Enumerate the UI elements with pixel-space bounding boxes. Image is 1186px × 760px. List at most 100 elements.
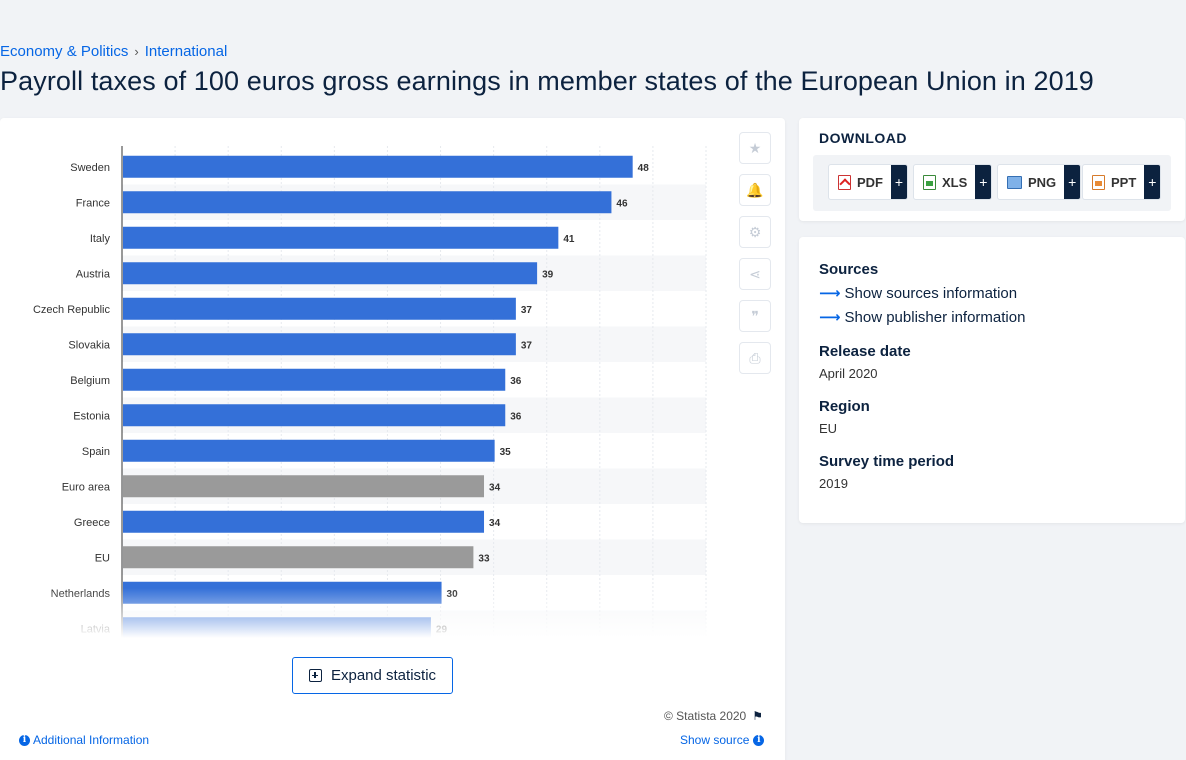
value-label: 33 xyxy=(478,553,490,564)
download-pdf-button[interactable]: PDF + xyxy=(828,164,908,200)
value-label: 48 xyxy=(638,163,650,174)
additional-information-link[interactable]: i Additional Information xyxy=(19,733,149,747)
bar xyxy=(123,475,485,498)
bar xyxy=(123,510,485,533)
additional-information-label: Additional Information xyxy=(33,733,150,747)
download-png-button[interactable]: PNG + xyxy=(997,164,1082,200)
download-buttons: PDF + XLS + PNG + PPT + xyxy=(813,155,1171,211)
value-label: 34 xyxy=(489,518,501,529)
value-label: 30 xyxy=(447,589,459,600)
category-label: Sweden xyxy=(70,162,110,174)
category-label: Spain xyxy=(82,446,110,458)
sources-heading: Sources xyxy=(819,261,879,278)
gear-icon[interactable]: ⚙ xyxy=(739,216,771,248)
print-icon[interactable]: ⎙ xyxy=(739,342,771,374)
category-label: Czech Republic xyxy=(33,304,111,316)
bar xyxy=(123,617,431,638)
release-date-heading: Release date xyxy=(819,343,911,360)
bar xyxy=(123,404,506,427)
plus-icon: + xyxy=(1144,165,1161,199)
category-label: Austria xyxy=(76,268,111,280)
release-date-value: April 2020 xyxy=(819,366,878,381)
category-label: EU xyxy=(95,552,110,564)
download-title: DOWNLOAD xyxy=(819,130,907,146)
info-icon: i xyxy=(19,734,30,746)
bar xyxy=(123,333,516,356)
value-label: 37 xyxy=(521,340,533,351)
expand-statistic-label: Expand statistic xyxy=(330,667,437,684)
flag-icon[interactable]: ⚑ xyxy=(752,709,763,723)
download-png-label: PNG xyxy=(1028,174,1057,190)
breadcrumb: Economy & Politics › International xyxy=(0,43,227,60)
region-heading: Region xyxy=(819,398,870,415)
expand-icon xyxy=(308,669,322,682)
category-label: France xyxy=(76,197,110,209)
quote-icon[interactable]: ❞ xyxy=(739,300,771,332)
download-ppt-button[interactable]: PPT + xyxy=(1082,164,1162,200)
value-label: 35 xyxy=(500,447,512,458)
page-title: Payroll taxes of 100 euros gross earning… xyxy=(0,66,1094,96)
category-label: Latvia xyxy=(81,623,111,635)
copyright: © Statista 2020 ⚑ xyxy=(664,709,763,723)
survey-period-value: 2019 xyxy=(819,476,848,491)
breadcrumb-international[interactable]: International xyxy=(144,43,228,60)
category-label: Belgium xyxy=(70,375,110,387)
show-sources-label: Show sources information xyxy=(844,284,1018,302)
bar xyxy=(123,262,538,285)
download-xls-button[interactable]: XLS + xyxy=(913,164,993,200)
value-label: 34 xyxy=(489,482,501,493)
value-label: 36 xyxy=(510,376,522,387)
bar xyxy=(123,297,516,320)
value-label: 41 xyxy=(563,234,575,245)
region-value: EU xyxy=(819,421,838,436)
download-xls-label: XLS xyxy=(942,174,968,190)
category-label: Estonia xyxy=(73,410,111,422)
png-file-icon xyxy=(1007,175,1022,189)
arrow-right-icon: ⟶ xyxy=(819,285,841,302)
bar xyxy=(123,155,633,178)
share-icon[interactable]: ⋖ xyxy=(739,258,771,290)
bar xyxy=(123,581,442,604)
category-label: Netherlands xyxy=(51,588,111,600)
star-icon[interactable]: ★ xyxy=(739,132,771,164)
value-label: 46 xyxy=(616,198,628,209)
bar xyxy=(123,546,474,569)
ppt-file-icon xyxy=(1092,174,1105,190)
info-icon: i xyxy=(753,734,765,746)
download-ppt-label: PPT xyxy=(1111,174,1137,190)
plus-icon: + xyxy=(975,165,992,199)
top-bar xyxy=(0,0,1186,38)
category-label: Euro area xyxy=(62,481,111,493)
survey-period-heading: Survey time period xyxy=(819,453,955,470)
value-label: 29 xyxy=(436,624,448,635)
bar xyxy=(123,439,495,462)
show-publisher-link[interactable]: ⟶ Show publisher information xyxy=(819,308,1026,327)
category-label: Slovakia xyxy=(68,339,110,351)
bar xyxy=(123,191,612,214)
show-publisher-label: Show publisher information xyxy=(844,308,1026,326)
plus-icon: + xyxy=(1064,165,1081,199)
chart-card: Sweden 48 France 46 Italy 41 Austria 39 Czech Re… xyxy=(0,118,785,760)
plus-icon: + xyxy=(891,165,907,199)
bar xyxy=(123,368,506,391)
xls-file-icon xyxy=(923,174,936,190)
value-label: 39 xyxy=(542,269,554,280)
expand-statistic-button[interactable]: Expand statistic xyxy=(292,657,453,694)
category-label: Greece xyxy=(74,517,110,529)
breadcrumb-separator: › xyxy=(134,44,139,59)
copyright-text: © Statista 2020 xyxy=(664,709,747,723)
bar-chart: Sweden 48 France 46 Italy 41 Austria 39 Czech Re… xyxy=(33,146,707,638)
show-source-label: Show source xyxy=(680,733,750,747)
breadcrumb-economy-politics[interactable]: Economy & Politics xyxy=(0,43,129,60)
value-label: 37 xyxy=(521,305,533,316)
download-pdf-label: PDF xyxy=(857,174,883,190)
show-sources-link[interactable]: ⟶ Show sources information xyxy=(819,284,1018,303)
bell-icon[interactable]: 🔔 xyxy=(739,174,771,206)
download-card: DOWNLOAD PDF + XLS + PNG + PPT + xyxy=(799,118,1185,221)
show-source-link[interactable]: Show source i xyxy=(680,733,765,747)
bar xyxy=(123,226,559,249)
arrow-right-icon: ⟶ xyxy=(819,309,841,326)
statistic-info-card: Sources ⟶ Show sources information ⟶ Sho… xyxy=(799,237,1185,523)
pdf-file-icon xyxy=(838,174,851,190)
value-label: 36 xyxy=(510,411,522,422)
